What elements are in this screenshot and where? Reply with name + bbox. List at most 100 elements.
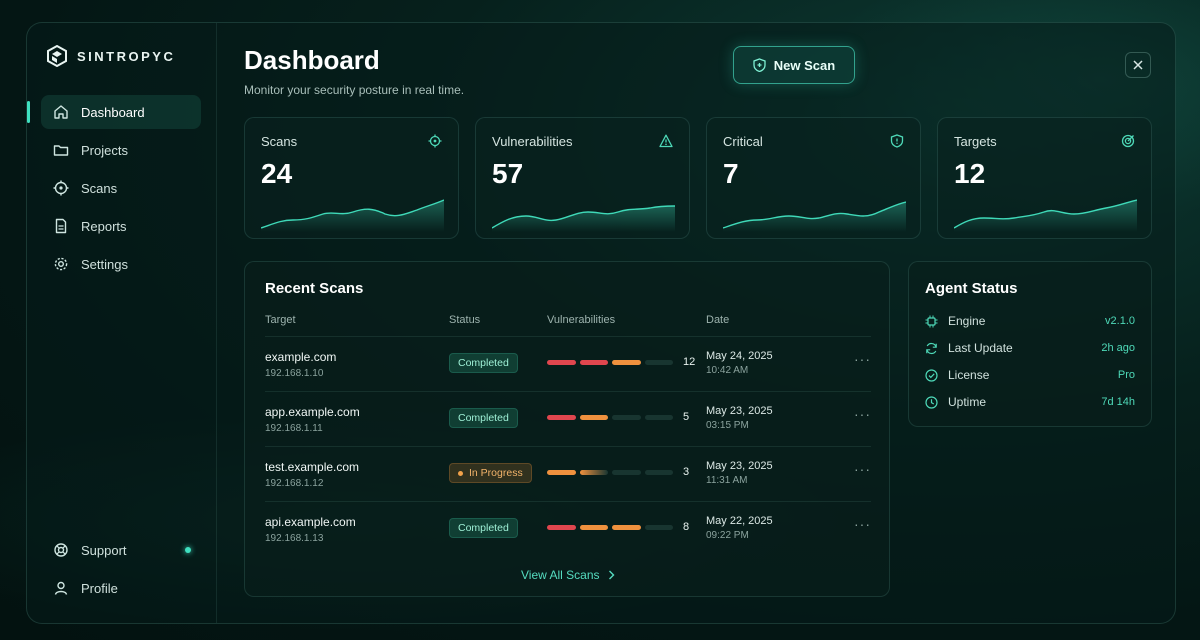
scan-date: May 23, 2025 — [706, 405, 773, 417]
page-subtitle: Monitor your security posture in real ti… — [244, 83, 465, 97]
sidebar-item-label: Scans — [81, 180, 118, 196]
status-label: Completed — [458, 412, 509, 424]
column-header-date: Date — [706, 314, 730, 326]
table-row[interactable]: example.com 192.168.1.10 Completed 12 Ma… — [265, 336, 871, 391]
sidebar-item-label: Support — [81, 542, 127, 558]
stat-card-vulnerabilities[interactable]: Vulnerabilities 57 — [475, 117, 690, 239]
page-title: Dashboard — [244, 45, 380, 75]
status-label: Completed — [458, 357, 509, 369]
brand: SINTROPYC — [47, 45, 175, 67]
home-icon — [54, 105, 68, 119]
severity-bar — [547, 525, 576, 530]
severity-bars — [547, 525, 673, 531]
severity-bar — [547, 470, 576, 475]
check-circle-icon — [925, 368, 938, 382]
view-all-scans-link[interactable]: View All Scans — [521, 568, 615, 582]
column-header-vulnerabilities: Vulnerabilities — [547, 314, 616, 326]
severity-bars — [547, 470, 673, 476]
severity-bar — [644, 525, 673, 530]
online-status-dot — [185, 547, 191, 553]
stat-value: 24 — [261, 158, 293, 189]
stat-card-targets[interactable]: Targets 12 — [937, 117, 1152, 239]
document-icon — [55, 218, 67, 234]
app-window: SINTROPYC Dashboard Projects Scans Repor… — [26, 22, 1176, 624]
sidebar-item-reports[interactable]: Reports — [41, 209, 201, 243]
sidebar-item-profile[interactable]: Profile — [41, 571, 201, 605]
sidebar-item-scans[interactable]: Scans — [41, 171, 201, 205]
sparkline-chart — [492, 205, 675, 232]
target-ip: 192.168.1.11 — [265, 423, 323, 434]
agent-value: Pro — [1117, 369, 1135, 381]
close-icon — [1133, 60, 1143, 70]
scan-time: 09:22 PM — [706, 530, 749, 541]
sparkline-chart — [954, 199, 1137, 232]
table-row[interactable]: app.example.com 192.168.1.11 Completed 5… — [265, 391, 871, 446]
target-name: example.com — [265, 350, 337, 364]
severity-bar — [644, 470, 673, 475]
agent-row-engine: Engine v2.1.0 — [925, 312, 1135, 330]
stat-label: Vulnerabilities — [492, 134, 573, 149]
crosshair-icon — [53, 180, 69, 196]
sparkline-chart — [261, 199, 444, 232]
severity-bar — [612, 470, 641, 475]
more-options-icon[interactable]: ··· — [854, 516, 871, 532]
severity-bar — [547, 415, 576, 420]
sidebar: SINTROPYC Dashboard Projects Scans Repor… — [27, 23, 217, 623]
sidebar-item-label: Settings — [81, 256, 128, 272]
status-badge: Completed — [449, 518, 518, 538]
sidebar-item-dashboard[interactable]: Dashboard — [27, 95, 201, 129]
more-options-icon[interactable]: ··· — [854, 351, 871, 367]
scan-time: 03:15 PM — [706, 420, 749, 431]
agent-value: v2.1.0 — [1105, 315, 1135, 327]
table-row[interactable]: test.example.com 192.168.1.12 In Progres… — [265, 446, 871, 501]
more-options-icon[interactable]: ··· — [854, 461, 871, 477]
sidebar-item-projects[interactable]: Projects — [41, 133, 201, 167]
vulnerability-count: 5 — [683, 411, 690, 423]
scan-date: May 23, 2025 — [706, 460, 773, 472]
agent-label: Last Update — [948, 341, 1013, 355]
brand-name: SINTROPYC — [77, 48, 176, 64]
stat-card-critical[interactable]: Critical 7 — [706, 117, 921, 239]
column-header-target: Target — [265, 314, 296, 326]
agent-value: 7d 14h — [1101, 396, 1135, 408]
stat-label: Scans — [261, 134, 298, 149]
stat-label: Critical — [723, 134, 763, 149]
refresh-icon — [926, 342, 937, 354]
severity-bar — [612, 360, 641, 365]
sidebar-item-support[interactable]: Support — [41, 533, 201, 567]
severity-bars — [547, 415, 673, 421]
scan-time: 10:42 AM — [706, 365, 749, 376]
crosshair-icon — [428, 134, 442, 148]
severity-bar — [612, 415, 641, 420]
brand-logo-icon — [47, 45, 67, 67]
gear-icon — [54, 257, 68, 271]
sidebar-item-settings[interactable]: Settings — [41, 247, 201, 281]
table-row[interactable]: api.example.com 192.168.1.13 Completed 8… — [265, 501, 871, 556]
target-name: api.example.com — [265, 515, 356, 529]
new-scan-label: New Scan — [773, 57, 836, 73]
severity-bar — [579, 525, 608, 530]
clock-icon — [925, 395, 938, 409]
stat-card-scans[interactable]: Scans 24 — [244, 117, 459, 239]
status-badge: Completed — [449, 353, 518, 373]
lifebuoy-icon — [54, 543, 68, 557]
column-header-status: Status — [449, 314, 481, 326]
severity-bar — [579, 415, 608, 420]
severity-bar — [547, 360, 576, 365]
stat-label: Targets — [954, 134, 997, 149]
agent-row-uptime: Uptime 7d 14h — [925, 393, 1135, 411]
new-scan-button[interactable]: New Scan — [733, 46, 855, 84]
scans-table: example.com 192.168.1.10 Completed 12 Ma… — [265, 336, 871, 556]
close-button[interactable] — [1125, 52, 1151, 78]
view-all-label: View All Scans — [521, 568, 600, 582]
severity-bar — [579, 360, 608, 365]
chevron-right-icon — [608, 570, 614, 580]
more-options-icon[interactable]: ··· — [854, 406, 871, 422]
target-ip: 192.168.1.13 — [265, 533, 324, 544]
target-name: test.example.com — [265, 460, 360, 474]
chip-icon — [925, 315, 938, 327]
agent-label: Engine — [948, 314, 986, 328]
agent-row-license: License Pro — [925, 366, 1135, 384]
folder-icon — [53, 145, 69, 156]
severity-bar — [644, 415, 673, 420]
